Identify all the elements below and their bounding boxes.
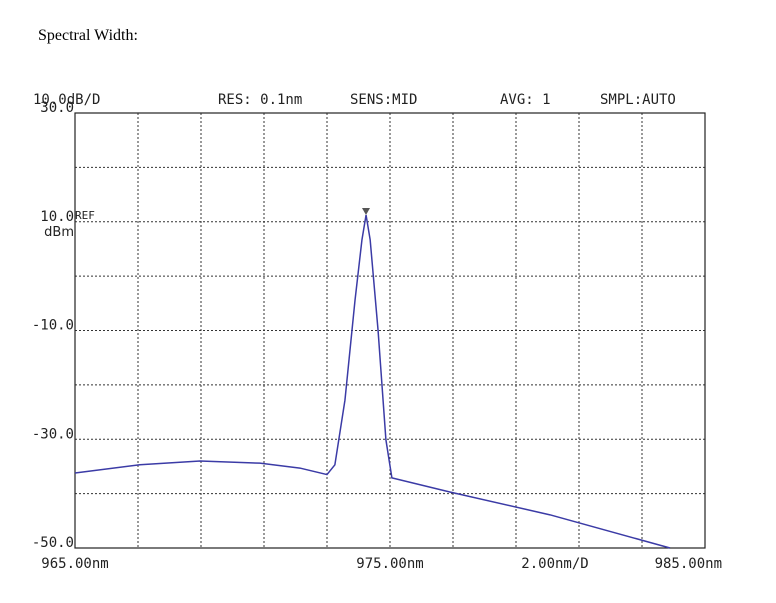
x-tick-label: 975.00nm (356, 556, 423, 572)
header-text: AVG: 1 (500, 92, 551, 108)
y-tick-label: 10.0 (40, 209, 74, 225)
page-title: Spectral Width: (38, 27, 138, 44)
header-text: SMPL:AUTO (600, 92, 676, 108)
peak-marker (362, 208, 370, 215)
spectrum-line (74, 214, 671, 549)
y-tick-label: -30.0 (32, 426, 74, 442)
x-tick-label: 965.00nm (41, 556, 108, 572)
ref-label: REF (75, 209, 95, 222)
y-tick-label: -10.0 (32, 318, 74, 334)
header-text: SENS:MID (350, 92, 417, 108)
y-tick-label: 30.0 (40, 100, 74, 116)
y-tick-label: -50.0 (32, 535, 74, 551)
header-text: 10.0dB/D (33, 92, 100, 108)
header-text: RES: 0.1nm (218, 92, 302, 108)
y-unit: dBm (44, 225, 74, 240)
x-tick-label: 985.00nm (655, 556, 722, 572)
x-scale-label: 2.00nm/D (521, 556, 588, 572)
plot-border (74, 112, 706, 549)
